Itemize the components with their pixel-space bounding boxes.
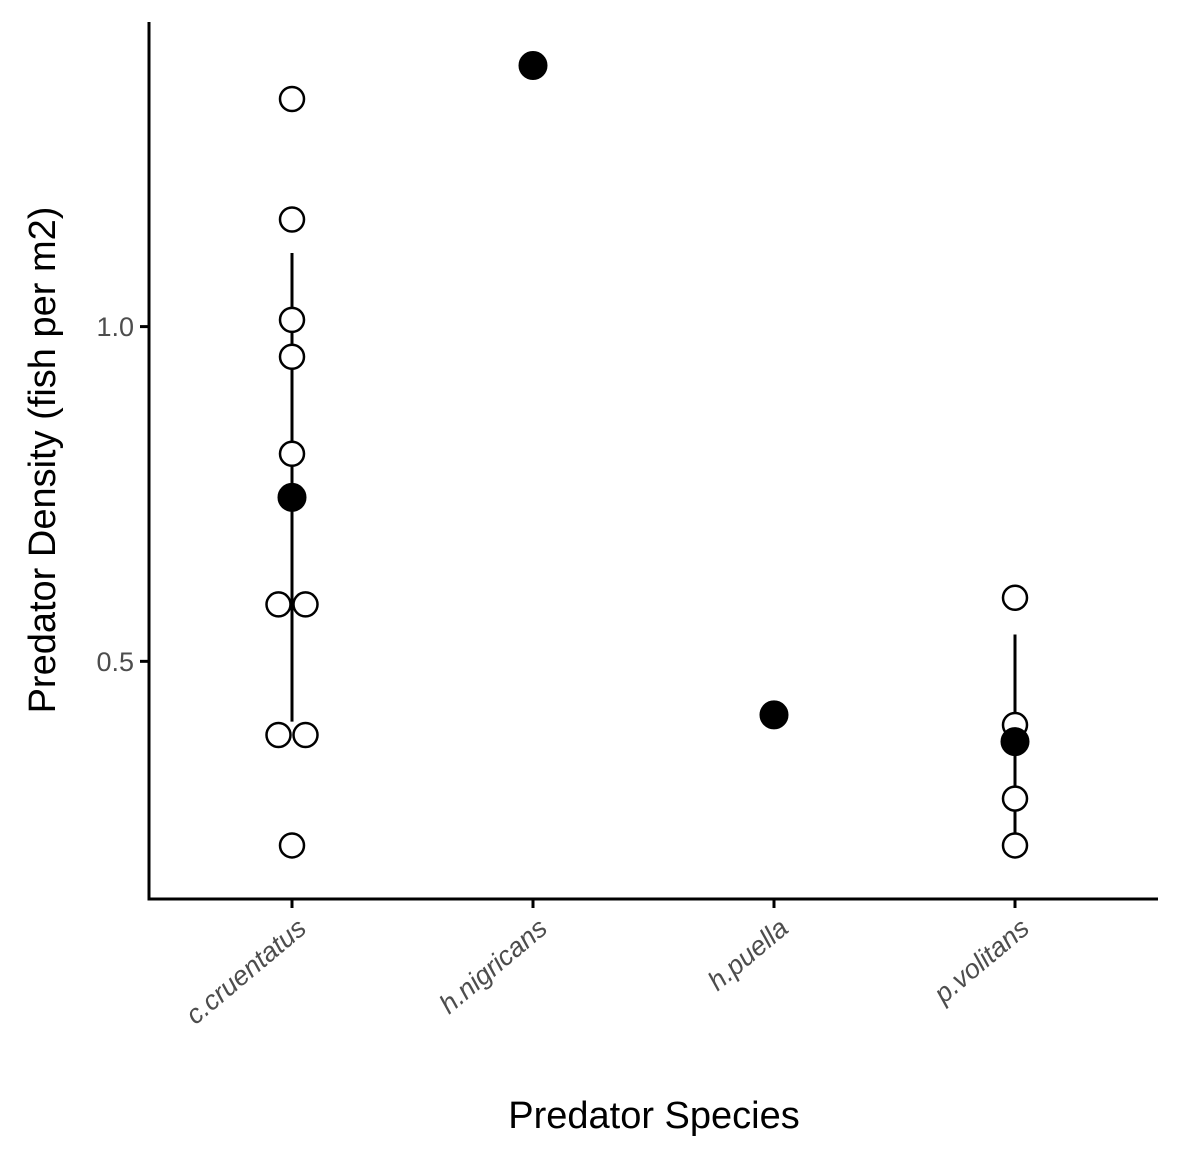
- raw-point-p.volitans-0: [1001, 584, 1029, 611]
- x-tick-label-c.cruentatus: c.cruentatus: [180, 913, 312, 1031]
- y-tick-label-1: 1.0: [96, 312, 134, 342]
- mean-point-p.volitans: [1000, 727, 1030, 757]
- raw-point-p.volitans-3: [1001, 832, 1029, 859]
- raw-point-c.cruentatus-2: [278, 306, 306, 334]
- y-axis-title: Predator Density (fish per m2): [22, 207, 64, 714]
- raw-point-c.cruentatus-7: [265, 721, 292, 749]
- raw-point-p.volitans-2: [1001, 785, 1029, 812]
- raw-point-c.cruentatus-6: [292, 591, 319, 618]
- plot-marks: [265, 51, 1030, 859]
- x-tick-label-h.puella: h.puella: [702, 913, 794, 997]
- raw-point-c.cruentatus-3: [278, 343, 306, 370]
- mean-point-h.nigricans: [518, 51, 548, 81]
- x-axis-title: Predator Species: [508, 1095, 800, 1137]
- raw-point-c.cruentatus-4: [278, 440, 306, 468]
- raw-point-c.cruentatus-1: [278, 206, 306, 233]
- x-tick-label-h.nigricans: h.nigricans: [434, 913, 553, 1020]
- raw-point-c.cruentatus-5: [265, 591, 292, 618]
- mean-point-h.puella: [759, 700, 789, 730]
- x-tick-label-p.volitans: p.volitans: [927, 913, 1034, 1010]
- mean-point-c.cruentatus: [277, 482, 307, 512]
- raw-point-c.cruentatus-9: [278, 832, 306, 859]
- axes: 0.5 1.0 c.cruentatus h.nigricans h.puella p.v…: [96, 22, 1158, 1030]
- raw-point-c.cruentatus-8: [292, 721, 319, 749]
- y-tick-label-0: 0.5: [96, 647, 134, 677]
- raw-point-c.cruentatus-0: [278, 85, 306, 113]
